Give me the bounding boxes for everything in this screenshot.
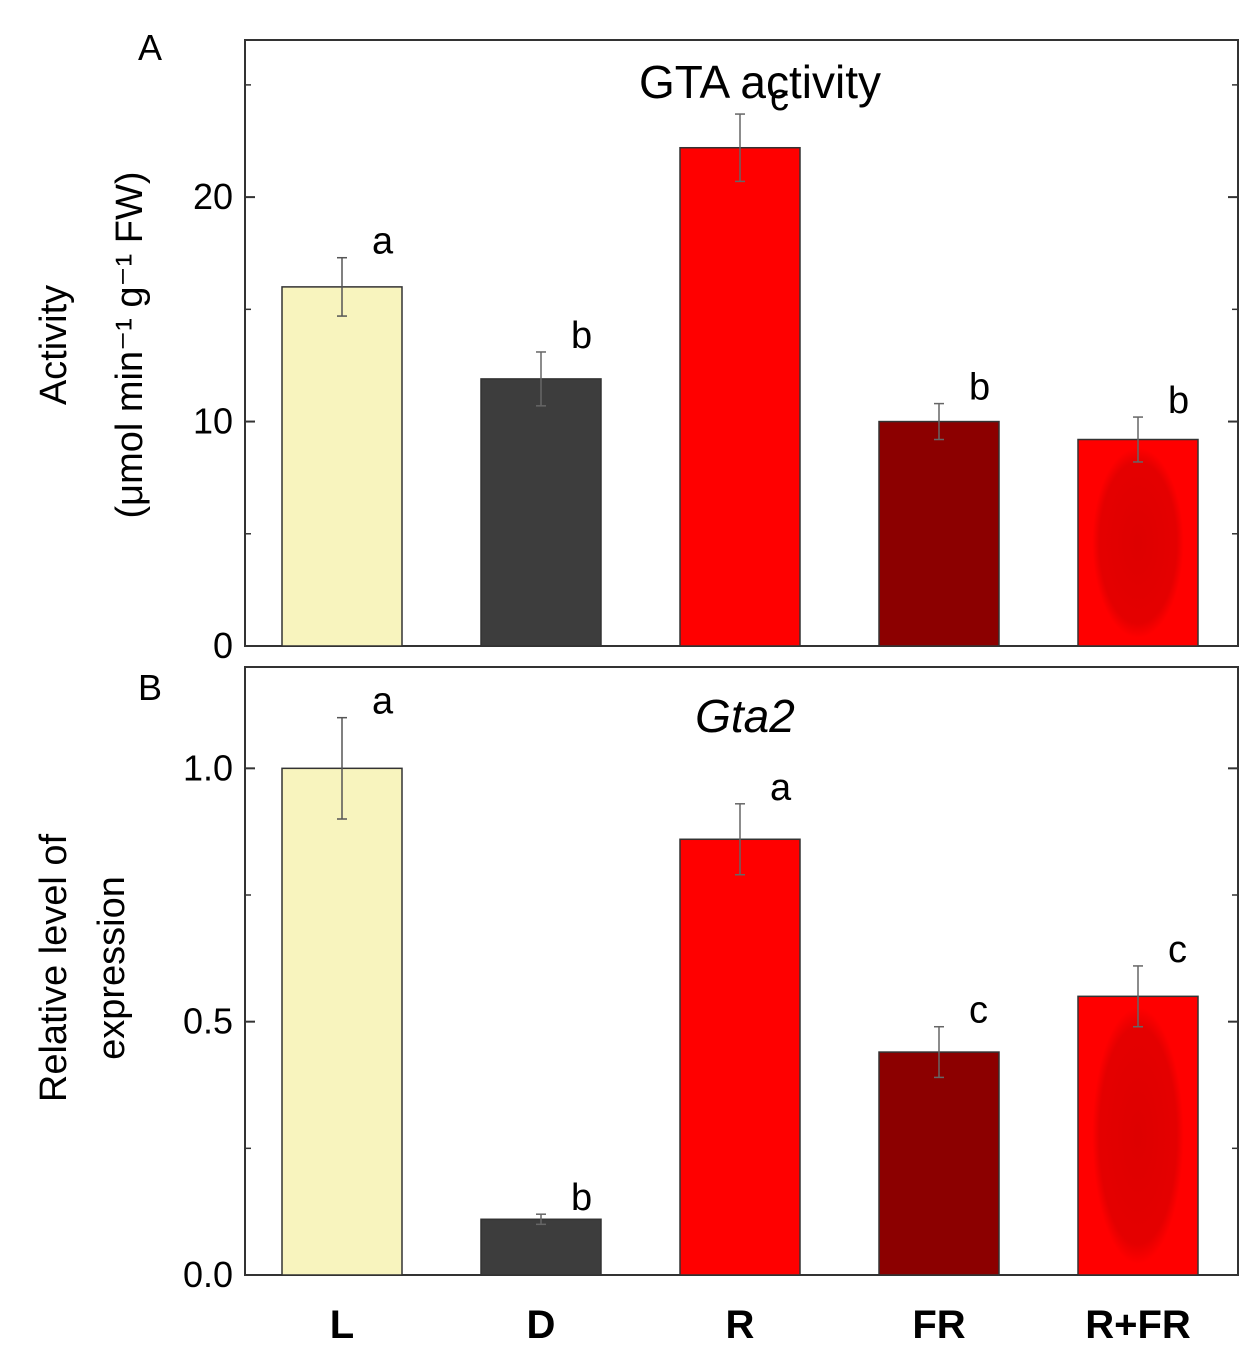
panel-b-bar-l-significance: a (372, 681, 394, 723)
panel-a-bar-l (281, 286, 403, 647)
x-category-label-r: R (726, 1303, 755, 1347)
panel-a-bar-r-fr-inner-shade (1092, 447, 1184, 638)
panel-a-ylabel-main: Activity (33, 285, 75, 405)
panel-b-bar-d (480, 1218, 602, 1276)
panel-b-ylabel-units: expression (91, 876, 133, 1060)
panel-b-bar-r-fr-significance: c (1168, 929, 1187, 971)
x-category-label-d: D (527, 1303, 556, 1347)
panel-a-letter: A (138, 27, 162, 68)
panel-b-bar-r-fr-inner-shade (1092, 1007, 1184, 1264)
panel-a-bar-d (480, 378, 602, 647)
panel-a-title: GTA activity (639, 56, 881, 108)
panel-b-bar-d-significance: b (571, 1177, 592, 1219)
panel-a-bar-r-fr-significance: b (1168, 380, 1189, 422)
x-category-label-r-fr: R+FR (1085, 1303, 1191, 1347)
panel-a-ylabel-units: (μmol min⁻¹ g⁻¹ FW) (109, 172, 151, 519)
panel-b-letter: B (138, 667, 162, 708)
panel-a-ytick-label: 20 (193, 176, 233, 217)
panel-b-title: Gta2 (695, 690, 795, 742)
x-category-label-l: L (330, 1303, 354, 1347)
panel-b-bar-r-significance: a (770, 767, 792, 809)
panel-b-plot: 0.0 0.5 1.0 a b a c c (183, 666, 1239, 1295)
panel-b-ytick-label: 0.5 (183, 1001, 233, 1042)
panel-b-ytick-label: 1.0 (183, 747, 233, 788)
panel-a-ytick-label: 10 (193, 401, 233, 442)
panel-a-ytick-label: 0 (213, 625, 233, 666)
panel-a-bar-fr-significance: b (969, 367, 990, 409)
panel-b-bar-fr-significance: c (969, 990, 988, 1032)
panel-a-bar-d-significance: b (571, 315, 592, 357)
panel-a-bar-r (679, 146, 801, 647)
panel-b-ytick-label: 0.0 (183, 1254, 233, 1295)
x-category-label-fr: FR (912, 1303, 965, 1347)
panel-b-bar-r (679, 838, 801, 1276)
panel-a-bar-fr (878, 420, 1000, 647)
panel-a-plot: 0 10 20 a b c b b (193, 39, 1239, 666)
panel-a-bar-r-significance: c (770, 77, 789, 119)
panel-b-bar-l (281, 767, 403, 1276)
panel-b-bar-fr (878, 1051, 1000, 1276)
panel-b-ylabel-main: Relative level of (33, 833, 75, 1102)
panel-a-bar-l-significance: a (372, 221, 394, 263)
